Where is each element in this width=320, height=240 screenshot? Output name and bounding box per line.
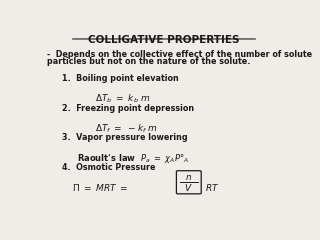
Text: $\Delta T_b \ = \ k_b \ m$: $\Delta T_b \ = \ k_b \ m$ bbox=[95, 93, 150, 105]
Text: $\Pi \ = \ MRT \ =$: $\Pi \ = \ MRT \ =$ bbox=[72, 182, 129, 193]
Text: -  Depends on the collective effect of the number of solute: - Depends on the collective effect of th… bbox=[47, 50, 313, 59]
Text: COLLIGATIVE PROPERTIES: COLLIGATIVE PROPERTIES bbox=[88, 35, 240, 45]
FancyBboxPatch shape bbox=[176, 171, 201, 194]
Text: $\Delta T_f \ = \ -k_f \ m$: $\Delta T_f \ = \ -k_f \ m$ bbox=[95, 122, 157, 135]
Text: 2.  Freezing point depression: 2. Freezing point depression bbox=[62, 104, 195, 113]
Text: Raoult's law  $P_a \ = \ \chi_A P\degree_A$: Raoult's law $P_a \ = \ \chi_A P\degree_… bbox=[77, 152, 189, 165]
Text: particles but not on the nature of the solute.: particles but not on the nature of the s… bbox=[47, 57, 251, 66]
Text: $RT$: $RT$ bbox=[205, 182, 220, 193]
Text: 1.  Boiling point elevation: 1. Boiling point elevation bbox=[62, 74, 179, 83]
Text: $V$: $V$ bbox=[184, 182, 193, 193]
Text: 4.  Osmotic Pressure: 4. Osmotic Pressure bbox=[62, 163, 156, 172]
Text: $n$: $n$ bbox=[185, 173, 192, 182]
Text: 3.  Vapor pressure lowering: 3. Vapor pressure lowering bbox=[62, 133, 188, 142]
